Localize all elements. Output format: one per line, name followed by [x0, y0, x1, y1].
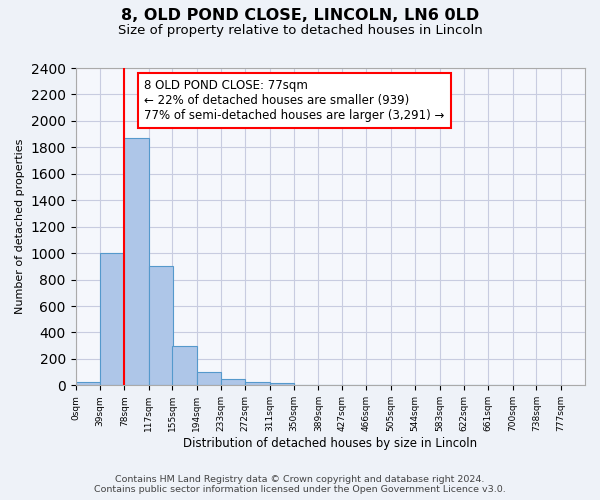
Text: 8 OLD POND CLOSE: 77sqm
← 22% of detached houses are smaller (939)
77% of semi-d: 8 OLD POND CLOSE: 77sqm ← 22% of detache… — [145, 79, 445, 122]
Text: 8, OLD POND CLOSE, LINCOLN, LN6 0LD: 8, OLD POND CLOSE, LINCOLN, LN6 0LD — [121, 8, 479, 22]
Bar — [270, 384, 294, 386]
Y-axis label: Number of detached properties: Number of detached properties — [15, 139, 25, 314]
Bar — [197, 372, 221, 386]
Bar — [245, 382, 270, 386]
Bar — [221, 380, 245, 386]
Text: Size of property relative to detached houses in Lincoln: Size of property relative to detached ho… — [118, 24, 482, 37]
Bar — [149, 266, 173, 386]
Bar — [124, 138, 149, 386]
Bar — [100, 253, 124, 386]
Bar — [76, 382, 100, 386]
X-axis label: Distribution of detached houses by size in Lincoln: Distribution of detached houses by size … — [183, 437, 478, 450]
Bar — [172, 346, 197, 386]
Text: Contains HM Land Registry data © Crown copyright and database right 2024.
Contai: Contains HM Land Registry data © Crown c… — [94, 474, 506, 494]
